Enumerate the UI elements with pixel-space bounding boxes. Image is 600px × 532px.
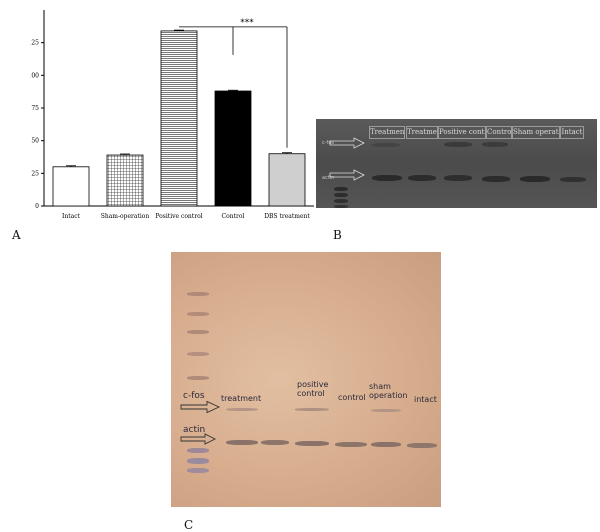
x-tick-label: Positive control [155,213,202,220]
western-blot-panel-b: Treatment Treatment Positive control Con… [316,119,597,208]
blot-c-lane-label: positive control [297,380,329,398]
y-tick-label: 50 [31,138,39,145]
blot-b-lane-header: Treatment [406,126,438,139]
panel-label-a: A [12,228,21,242]
blot-c-row-label: actin [183,425,206,435]
western-blot-panel-c: c-fos actin treatment positive control c… [171,252,441,507]
blot-c-lane-label: sham operation [369,382,408,400]
y-tick-label: 100 [30,72,39,79]
bar [214,90,252,207]
bar [52,166,90,207]
blot-c-arrows [180,400,221,445]
blot-b-row-label: c-fos [322,140,334,146]
blot-b-lane-header: Positive control [438,126,486,139]
panel-label-b: B [333,228,342,242]
x-tick-label: Sham-operation [101,213,150,220]
bar-chart-panel-a: 0255075100125Mean ratio (c-fos / Actin %… [30,6,320,228]
arrow-icon [329,137,365,149]
x-tick-label: DBS treatment [264,213,310,220]
bar [160,30,198,207]
significance-label: *** [240,18,254,28]
blot-c-row-label: c-fos [183,391,205,401]
x-tick-label: Control [222,213,245,220]
blot-b-lane-header: Sham operation [512,126,560,139]
blot-b-row-label: actin [322,175,335,181]
arrow-icon [180,400,221,414]
bar [106,154,144,207]
x-tick-label: Intact [62,213,81,220]
blot-b-lane-header: Intact [560,126,584,139]
y-tick-label: 0 [35,203,39,210]
panel-label-c: C [184,518,194,532]
blot-c-lane-label: intact [414,395,437,404]
blot-c-lane-label: control [338,393,366,402]
arrow-icon [180,433,217,445]
y-tick-label: 125 [30,40,39,47]
blot-c-lane-label: treatment [221,394,262,403]
blot-b-lane-header: Treatment [369,126,405,139]
y-tick-label: 25 [31,170,39,177]
y-tick-label: 75 [31,105,39,112]
bar-chart: 0255075100125Mean ratio (c-fos / Actin %… [30,10,314,220]
arrow-icon [329,169,365,181]
blot-b-lane-header: Control [486,126,512,139]
bar [268,153,306,207]
blot-b-arrows [329,137,365,181]
